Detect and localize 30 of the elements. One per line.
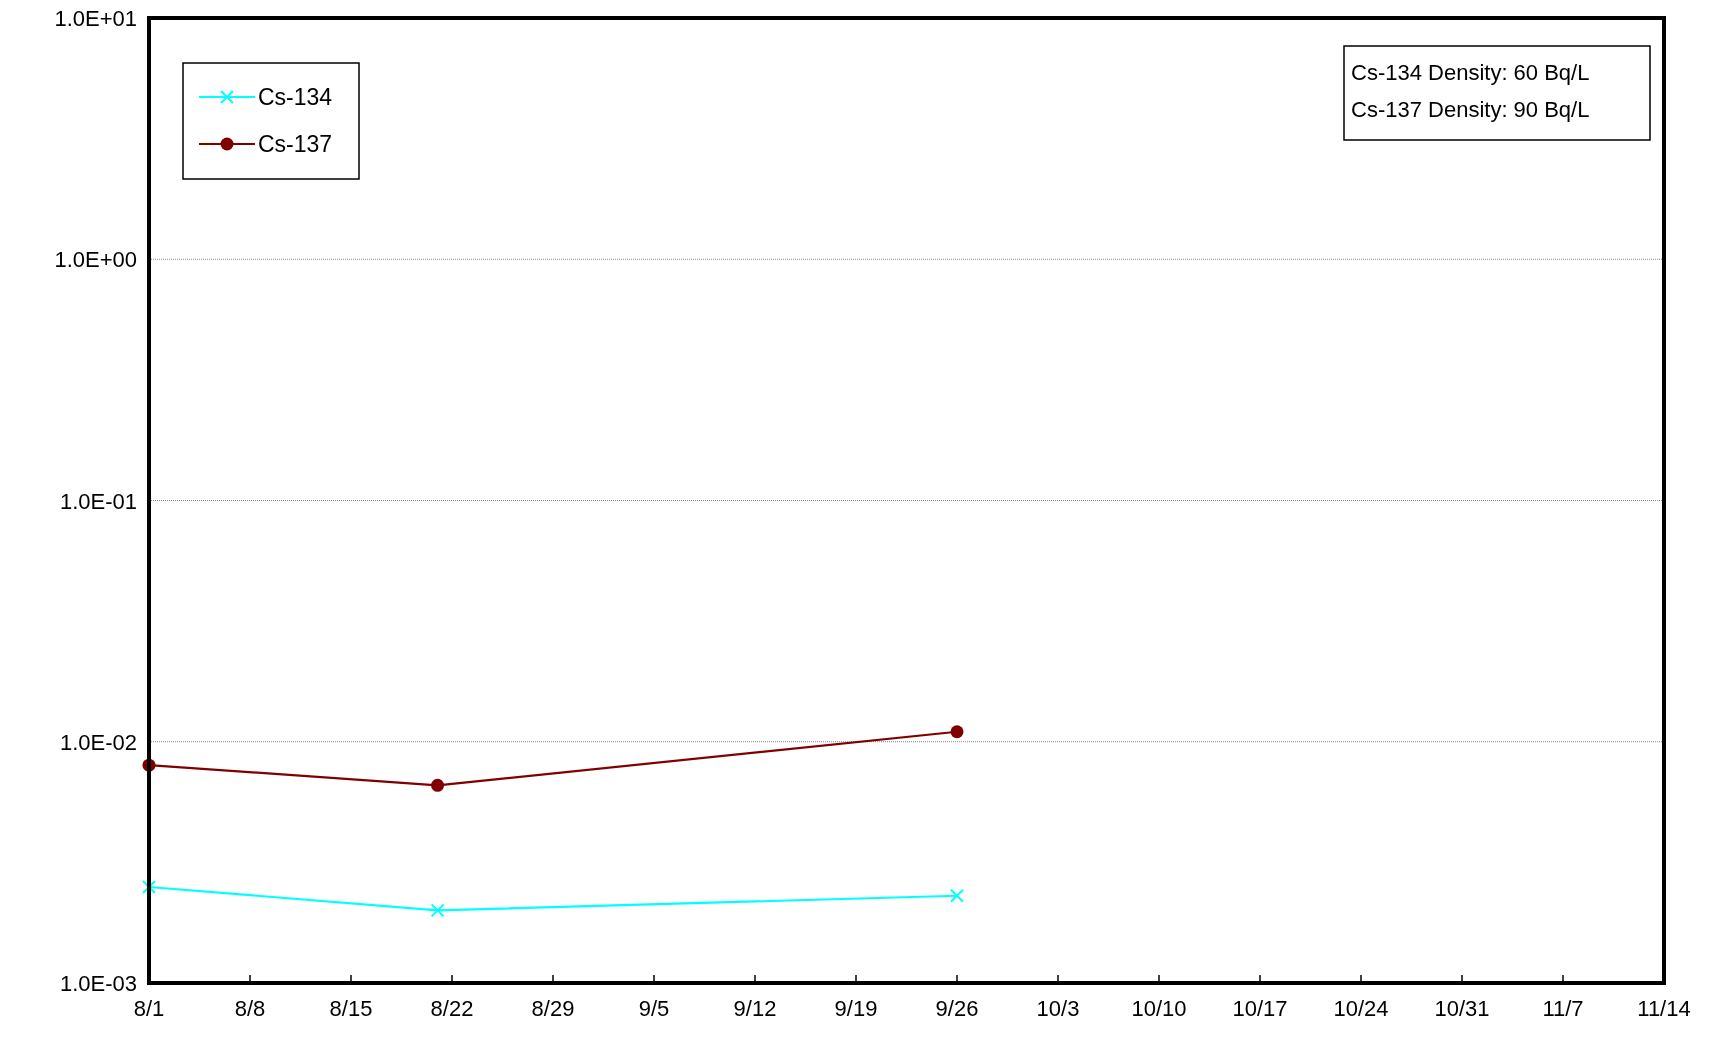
y-tick-label: 1.0E+00 bbox=[54, 247, 137, 273]
x-tick-label: 10/3 bbox=[1036, 996, 1080, 1021]
point bbox=[431, 778, 445, 792]
point bbox=[142, 880, 156, 894]
x-tick-label: 9/5 bbox=[638, 996, 670, 1021]
x-tick-label: 8/1 bbox=[133, 996, 165, 1021]
point bbox=[950, 725, 964, 739]
x-tick-label: 8/29 bbox=[531, 996, 575, 1021]
x-tick-label: 11/7 bbox=[1542, 996, 1584, 1021]
legend-label: Cs-134 bbox=[258, 84, 333, 110]
x-tick-label: 9/12 bbox=[733, 996, 777, 1021]
legend-label: Cs-137 bbox=[258, 131, 333, 157]
annotation: Cs-134 Density: 60 Bq/L bbox=[1351, 60, 1590, 85]
x-tick-label: 8/22 bbox=[430, 996, 474, 1021]
y-tick-label: 1.0E-01 bbox=[59, 488, 137, 514]
y-tick-label: 1.0E-03 bbox=[59, 971, 137, 996]
x-tick-label: 8/15 bbox=[329, 996, 373, 1021]
x-tick-label: 10/31 bbox=[1434, 996, 1490, 1021]
x-tick-label: 8/8 bbox=[234, 996, 266, 1021]
x-tick-label: 11/14 bbox=[1637, 996, 1691, 1021]
y-tick-label: 1.0E-02 bbox=[59, 729, 137, 755]
x-tick-label: 10/17 bbox=[1232, 996, 1288, 1021]
x-tick-label: 10/24 bbox=[1333, 996, 1389, 1021]
x-tick-label: 10/10 bbox=[1131, 996, 1187, 1021]
point bbox=[430, 903, 445, 918]
point bbox=[950, 888, 964, 903]
x-tick-label: 9/26 bbox=[935, 996, 979, 1021]
y-tick-label: 1.0E+01 bbox=[54, 6, 137, 31]
annotation: Cs-137 Density: 90 Bq/L bbox=[1351, 97, 1590, 122]
x-tick-label: 9/19 bbox=[834, 996, 878, 1021]
